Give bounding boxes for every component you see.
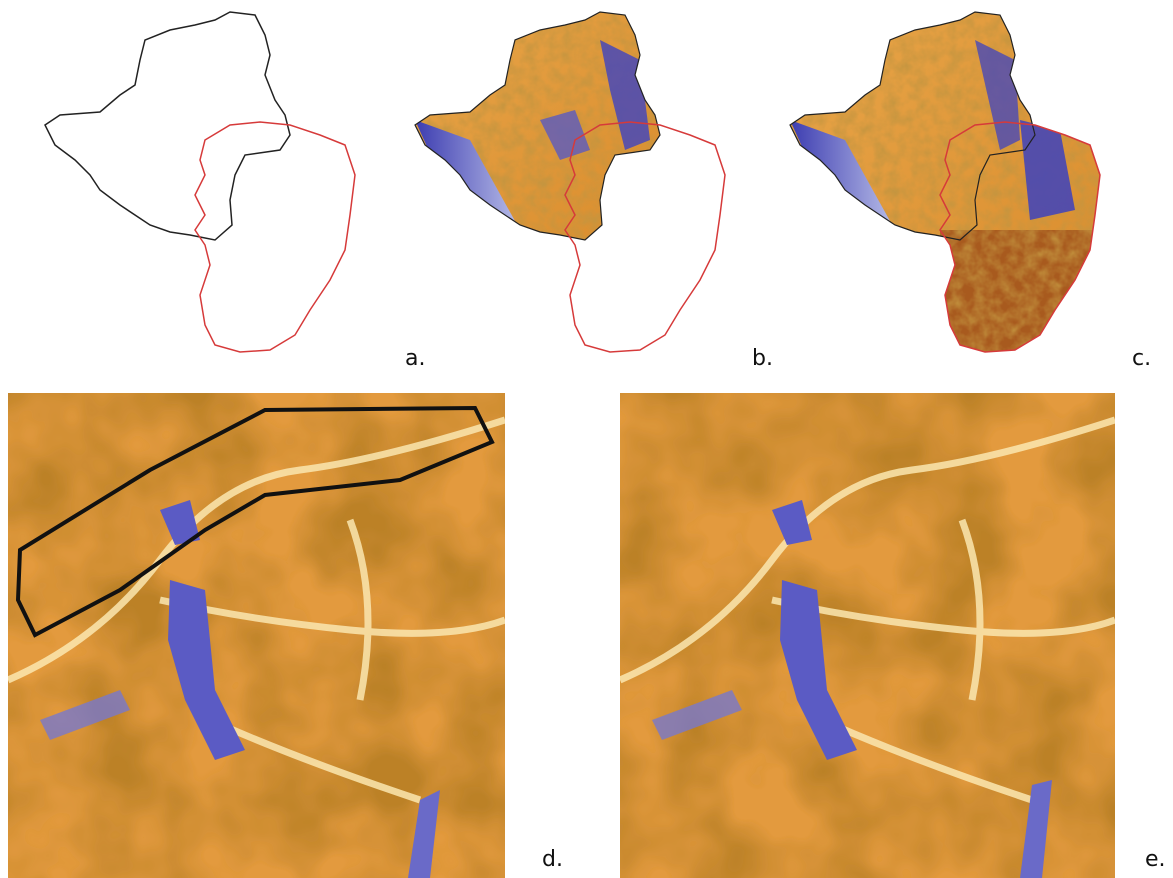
figure: a. b. c. d. e. [0, 0, 1173, 878]
panel-label: a. [405, 346, 425, 371]
panel-c [785, 0, 1110, 360]
panel-b [410, 0, 725, 352]
panel-label: c. [1132, 346, 1151, 371]
panel-e [620, 393, 1115, 878]
panel-label: d. [542, 847, 563, 872]
panel-d [8, 393, 505, 878]
panel-a [45, 12, 355, 352]
panel-label: b. [752, 346, 773, 371]
page: a. b. c. d. e. (() => { const data = JSO… [0, 0, 1173, 878]
panel-label: e. [1145, 847, 1166, 872]
terrain-map [410, 0, 670, 250]
outline-black [45, 12, 290, 240]
